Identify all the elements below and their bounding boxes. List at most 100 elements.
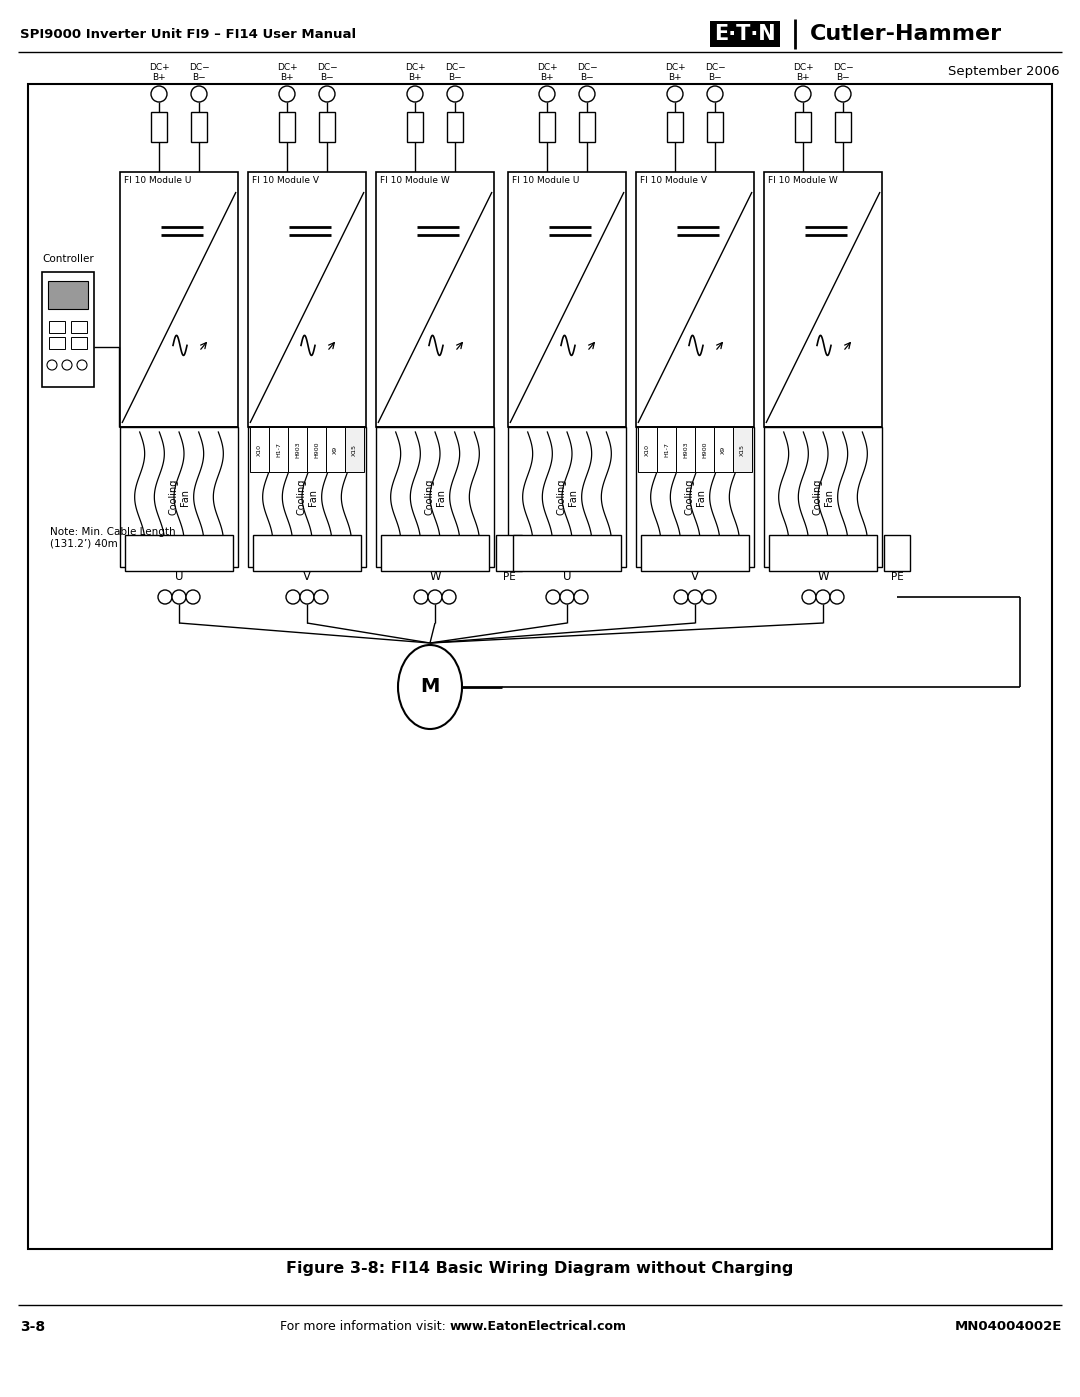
Bar: [42, 272, 94, 387]
Bar: [248, 172, 366, 427]
Text: H903: H903: [683, 441, 688, 458]
Text: Cutler-Hammer: Cutler-Hammer: [810, 24, 1002, 43]
Circle shape: [407, 87, 423, 102]
Bar: [885, 535, 910, 571]
Text: X15: X15: [352, 443, 357, 455]
Bar: [48, 281, 87, 309]
Text: DC−: DC−: [577, 63, 597, 73]
Circle shape: [172, 590, 186, 604]
Text: PE: PE: [502, 571, 515, 583]
Text: Cooling
Fan: Cooling Fan: [424, 479, 446, 515]
Circle shape: [579, 87, 595, 102]
Circle shape: [688, 590, 702, 604]
Bar: [49, 337, 65, 349]
Bar: [269, 427, 288, 472]
Text: X15: X15: [740, 443, 745, 455]
Text: FI 10 Module U: FI 10 Module U: [512, 176, 579, 184]
Bar: [319, 112, 335, 142]
Bar: [326, 427, 345, 472]
Text: B−: B−: [580, 73, 594, 82]
Bar: [71, 337, 87, 349]
Bar: [733, 427, 752, 472]
Bar: [28, 84, 1052, 1249]
Text: www.EatonElectrical.com: www.EatonElectrical.com: [450, 1320, 627, 1334]
Bar: [279, 112, 295, 142]
Bar: [835, 112, 851, 142]
Circle shape: [447, 87, 463, 102]
Text: SPI9000 Inverter Unit FI9 – FI14 User Manual: SPI9000 Inverter Unit FI9 – FI14 User Ma…: [21, 28, 356, 42]
Bar: [676, 427, 696, 472]
Circle shape: [674, 590, 688, 604]
Bar: [125, 535, 233, 571]
Circle shape: [561, 590, 573, 604]
Circle shape: [286, 590, 300, 604]
Circle shape: [186, 590, 200, 604]
Bar: [764, 427, 882, 567]
Text: DC−: DC−: [445, 63, 465, 73]
Text: H1-7: H1-7: [276, 441, 281, 457]
Bar: [795, 112, 811, 142]
Text: FI 10 Module U: FI 10 Module U: [124, 176, 191, 184]
Text: B+: B+: [152, 73, 166, 82]
Text: DC+: DC+: [276, 63, 297, 73]
Bar: [248, 427, 366, 567]
Circle shape: [77, 360, 87, 370]
Text: B+: B+: [796, 73, 810, 82]
Text: PE: PE: [891, 571, 903, 583]
Bar: [642, 535, 750, 571]
Bar: [191, 112, 207, 142]
Bar: [307, 427, 326, 472]
Circle shape: [835, 87, 851, 102]
Circle shape: [546, 590, 561, 604]
Bar: [657, 427, 676, 472]
Bar: [539, 112, 555, 142]
Text: B+: B+: [540, 73, 554, 82]
Text: B−: B−: [192, 73, 206, 82]
Circle shape: [442, 590, 456, 604]
Text: Cooling
Fan: Cooling Fan: [168, 479, 190, 515]
Bar: [253, 535, 361, 571]
Bar: [120, 427, 238, 567]
Text: B−: B−: [320, 73, 334, 82]
Text: W: W: [429, 570, 441, 584]
Circle shape: [428, 590, 442, 604]
Circle shape: [707, 87, 723, 102]
Text: DC−: DC−: [316, 63, 337, 73]
Text: FI 10 Module V: FI 10 Module V: [252, 176, 319, 184]
Circle shape: [151, 87, 167, 102]
Text: FI 10 Module W: FI 10 Module W: [380, 176, 449, 184]
Circle shape: [802, 590, 816, 604]
Text: 3-8: 3-8: [21, 1320, 45, 1334]
Text: V: V: [691, 570, 699, 584]
Text: Cooling
Fan: Cooling Fan: [812, 479, 834, 515]
Text: B−: B−: [708, 73, 721, 82]
Bar: [667, 112, 683, 142]
Text: DC−: DC−: [833, 63, 853, 73]
Text: MN04004002E: MN04004002E: [955, 1320, 1062, 1334]
Text: B−: B−: [448, 73, 462, 82]
Circle shape: [573, 590, 588, 604]
Circle shape: [414, 590, 428, 604]
Text: H900: H900: [314, 441, 319, 458]
Text: September 2006: September 2006: [948, 66, 1059, 78]
Bar: [508, 427, 626, 567]
Bar: [376, 172, 494, 427]
Circle shape: [158, 590, 172, 604]
Text: Controller: Controller: [42, 254, 94, 264]
Text: X10: X10: [645, 443, 650, 455]
Bar: [71, 321, 87, 332]
Text: B+: B+: [280, 73, 294, 82]
Bar: [151, 112, 167, 142]
Text: For more information visit:: For more information visit:: [280, 1320, 450, 1334]
Bar: [381, 535, 489, 571]
Circle shape: [816, 590, 831, 604]
Circle shape: [48, 360, 57, 370]
Bar: [447, 112, 463, 142]
Text: U: U: [175, 570, 184, 584]
Text: Note: Min. Cable Length
(131.2’) 40m: Note: Min. Cable Length (131.2’) 40m: [50, 527, 176, 549]
Bar: [579, 112, 595, 142]
Text: M: M: [420, 678, 440, 697]
Text: DC+: DC+: [793, 63, 813, 73]
Text: B+: B+: [408, 73, 422, 82]
Bar: [288, 427, 307, 472]
